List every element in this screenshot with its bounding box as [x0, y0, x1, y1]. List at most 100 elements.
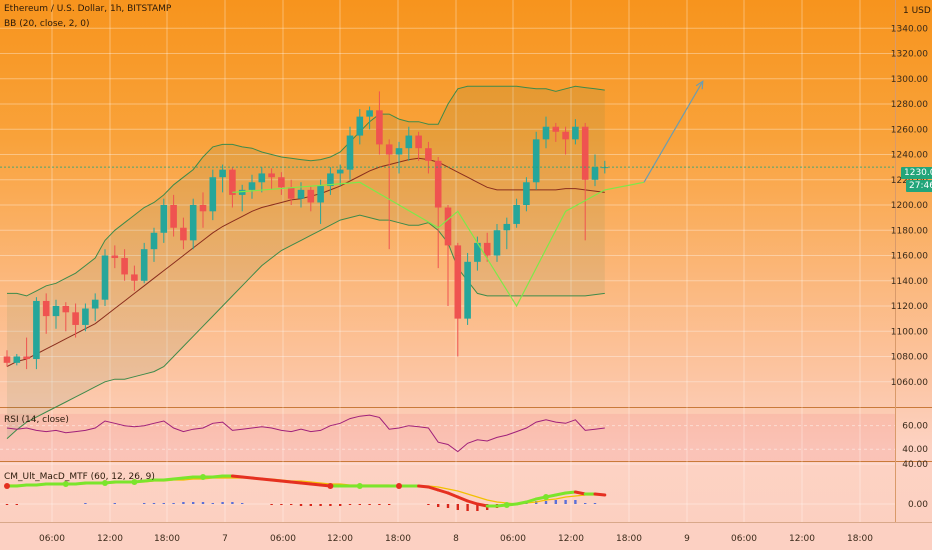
macd-hist-bar: [309, 504, 312, 506]
x-tick-label: 9: [684, 534, 690, 544]
rsi-legend[interactable]: RSI (14, close): [4, 415, 69, 425]
macd-cross-marker: [356, 483, 363, 489]
candle: [278, 172, 285, 195]
candle: [52, 299, 60, 329]
y-tick-label: 1240.00: [891, 151, 928, 161]
y-tick-label: 1060.00: [891, 378, 928, 388]
candle: [219, 164, 226, 193]
macd-hist-bar: [466, 504, 469, 511]
macd-line-segment: [593, 492, 607, 497]
candle-body: [248, 182, 256, 190]
macd-line-segment: [142, 478, 156, 483]
candle-body: [405, 135, 413, 149]
macd-hist-bar: [221, 502, 224, 504]
currency-label[interactable]: 1 USD: [903, 6, 931, 16]
candle: [493, 223, 501, 262]
macd-hist-bar: [299, 504, 303, 506]
candle: [101, 249, 109, 306]
candle: [591, 154, 599, 187]
candle: [121, 249, 128, 281]
macd-hist-bar: [192, 502, 195, 504]
macd-hist-bar: [564, 500, 567, 504]
candle: [140, 242, 148, 284]
candle-body: [91, 299, 99, 309]
macd-cross-marker: [396, 483, 402, 489]
bb-legend[interactable]: BB (20, close, 2, 0): [4, 19, 90, 29]
macd-hist-bar: [241, 503, 244, 504]
macd-hist-bar: [270, 504, 273, 505]
candle: [287, 179, 295, 205]
candle-body: [238, 189, 246, 195]
candle: [82, 303, 89, 332]
candle: [62, 302, 70, 332]
macd-hist-bar: [476, 504, 479, 511]
macd-line-segment: [240, 475, 254, 480]
macd-hist-bar: [378, 504, 381, 505]
y-tick-label: 1100.00: [891, 327, 928, 337]
macd-line-segment: [162, 477, 176, 482]
macd-hist-bar: [574, 500, 577, 504]
candle-body: [493, 230, 501, 256]
candle: [180, 217, 187, 250]
candle-body: [23, 356, 30, 360]
macd-hist-bar: [15, 504, 18, 505]
macd-cross-marker: [4, 483, 10, 489]
y-tick-label: 1180.00: [891, 226, 928, 236]
candle-body: [131, 274, 138, 281]
macd-hist-bar: [152, 503, 156, 504]
candle: [170, 194, 177, 237]
candle-body: [52, 306, 60, 317]
candle-body: [425, 148, 432, 161]
candle-body: [483, 242, 491, 256]
candle-body: [219, 169, 226, 178]
x-tick-label: 18:00: [154, 534, 180, 544]
macd-hist-bar: [437, 504, 440, 507]
macd-line-segment: [524, 497, 538, 504]
macd-cross-marker: [102, 480, 108, 486]
candle-body: [454, 245, 462, 319]
macd-hist-bar: [182, 502, 185, 504]
macd-line-segment: [426, 485, 440, 492]
macd-hist-bar: [201, 502, 205, 504]
candle-body: [474, 242, 481, 262]
candle-body: [395, 148, 403, 155]
macd-legend[interactable]: CM_Ult_MacD_MTF (60, 12, 26, 9): [4, 472, 155, 482]
candle: [268, 168, 275, 190]
time-axis-bg: [0, 522, 932, 550]
bb-lower-line: [6, 214, 605, 439]
candle: [405, 126, 413, 161]
bb-upper-line: [7, 85, 605, 297]
symbol-legend[interactable]: Ethereum / U.S. Dollar, 1h, BITSTAMP: [4, 4, 172, 14]
macd-line-segment: [260, 477, 274, 482]
candle: [327, 167, 334, 195]
macd-line-segment: [456, 495, 470, 503]
candle-body: [170, 205, 177, 228]
candle: [336, 164, 344, 187]
candle: [385, 139, 393, 250]
macd-hist-bar: [339, 504, 342, 506]
x-tick-label: 06:00: [39, 534, 65, 544]
y-tick-label: 1340.00: [891, 24, 928, 34]
x-tick-label: 12:00: [558, 534, 584, 544]
candle: [366, 106, 373, 130]
candle: [464, 252, 471, 325]
candle-body: [503, 223, 511, 231]
candle-body: [111, 255, 119, 259]
candle-body: [336, 169, 344, 174]
candle-body: [434, 160, 442, 208]
y-tick-label: 1120.00: [891, 302, 928, 312]
y-tick-label: 1280.00: [891, 100, 928, 110]
macd-hist-bar: [143, 503, 146, 504]
candle-body: [562, 131, 569, 140]
candle-body: [523, 182, 530, 205]
candle-body: [82, 308, 89, 325]
macd-line-segment: [34, 482, 48, 487]
macd-hist-bar: [348, 504, 352, 505]
candle-body: [317, 186, 324, 203]
candle: [425, 141, 432, 174]
candle: [376, 91, 383, 155]
x-tick-label: 06:00: [270, 534, 296, 544]
macd-line-segment: [74, 481, 87, 486]
